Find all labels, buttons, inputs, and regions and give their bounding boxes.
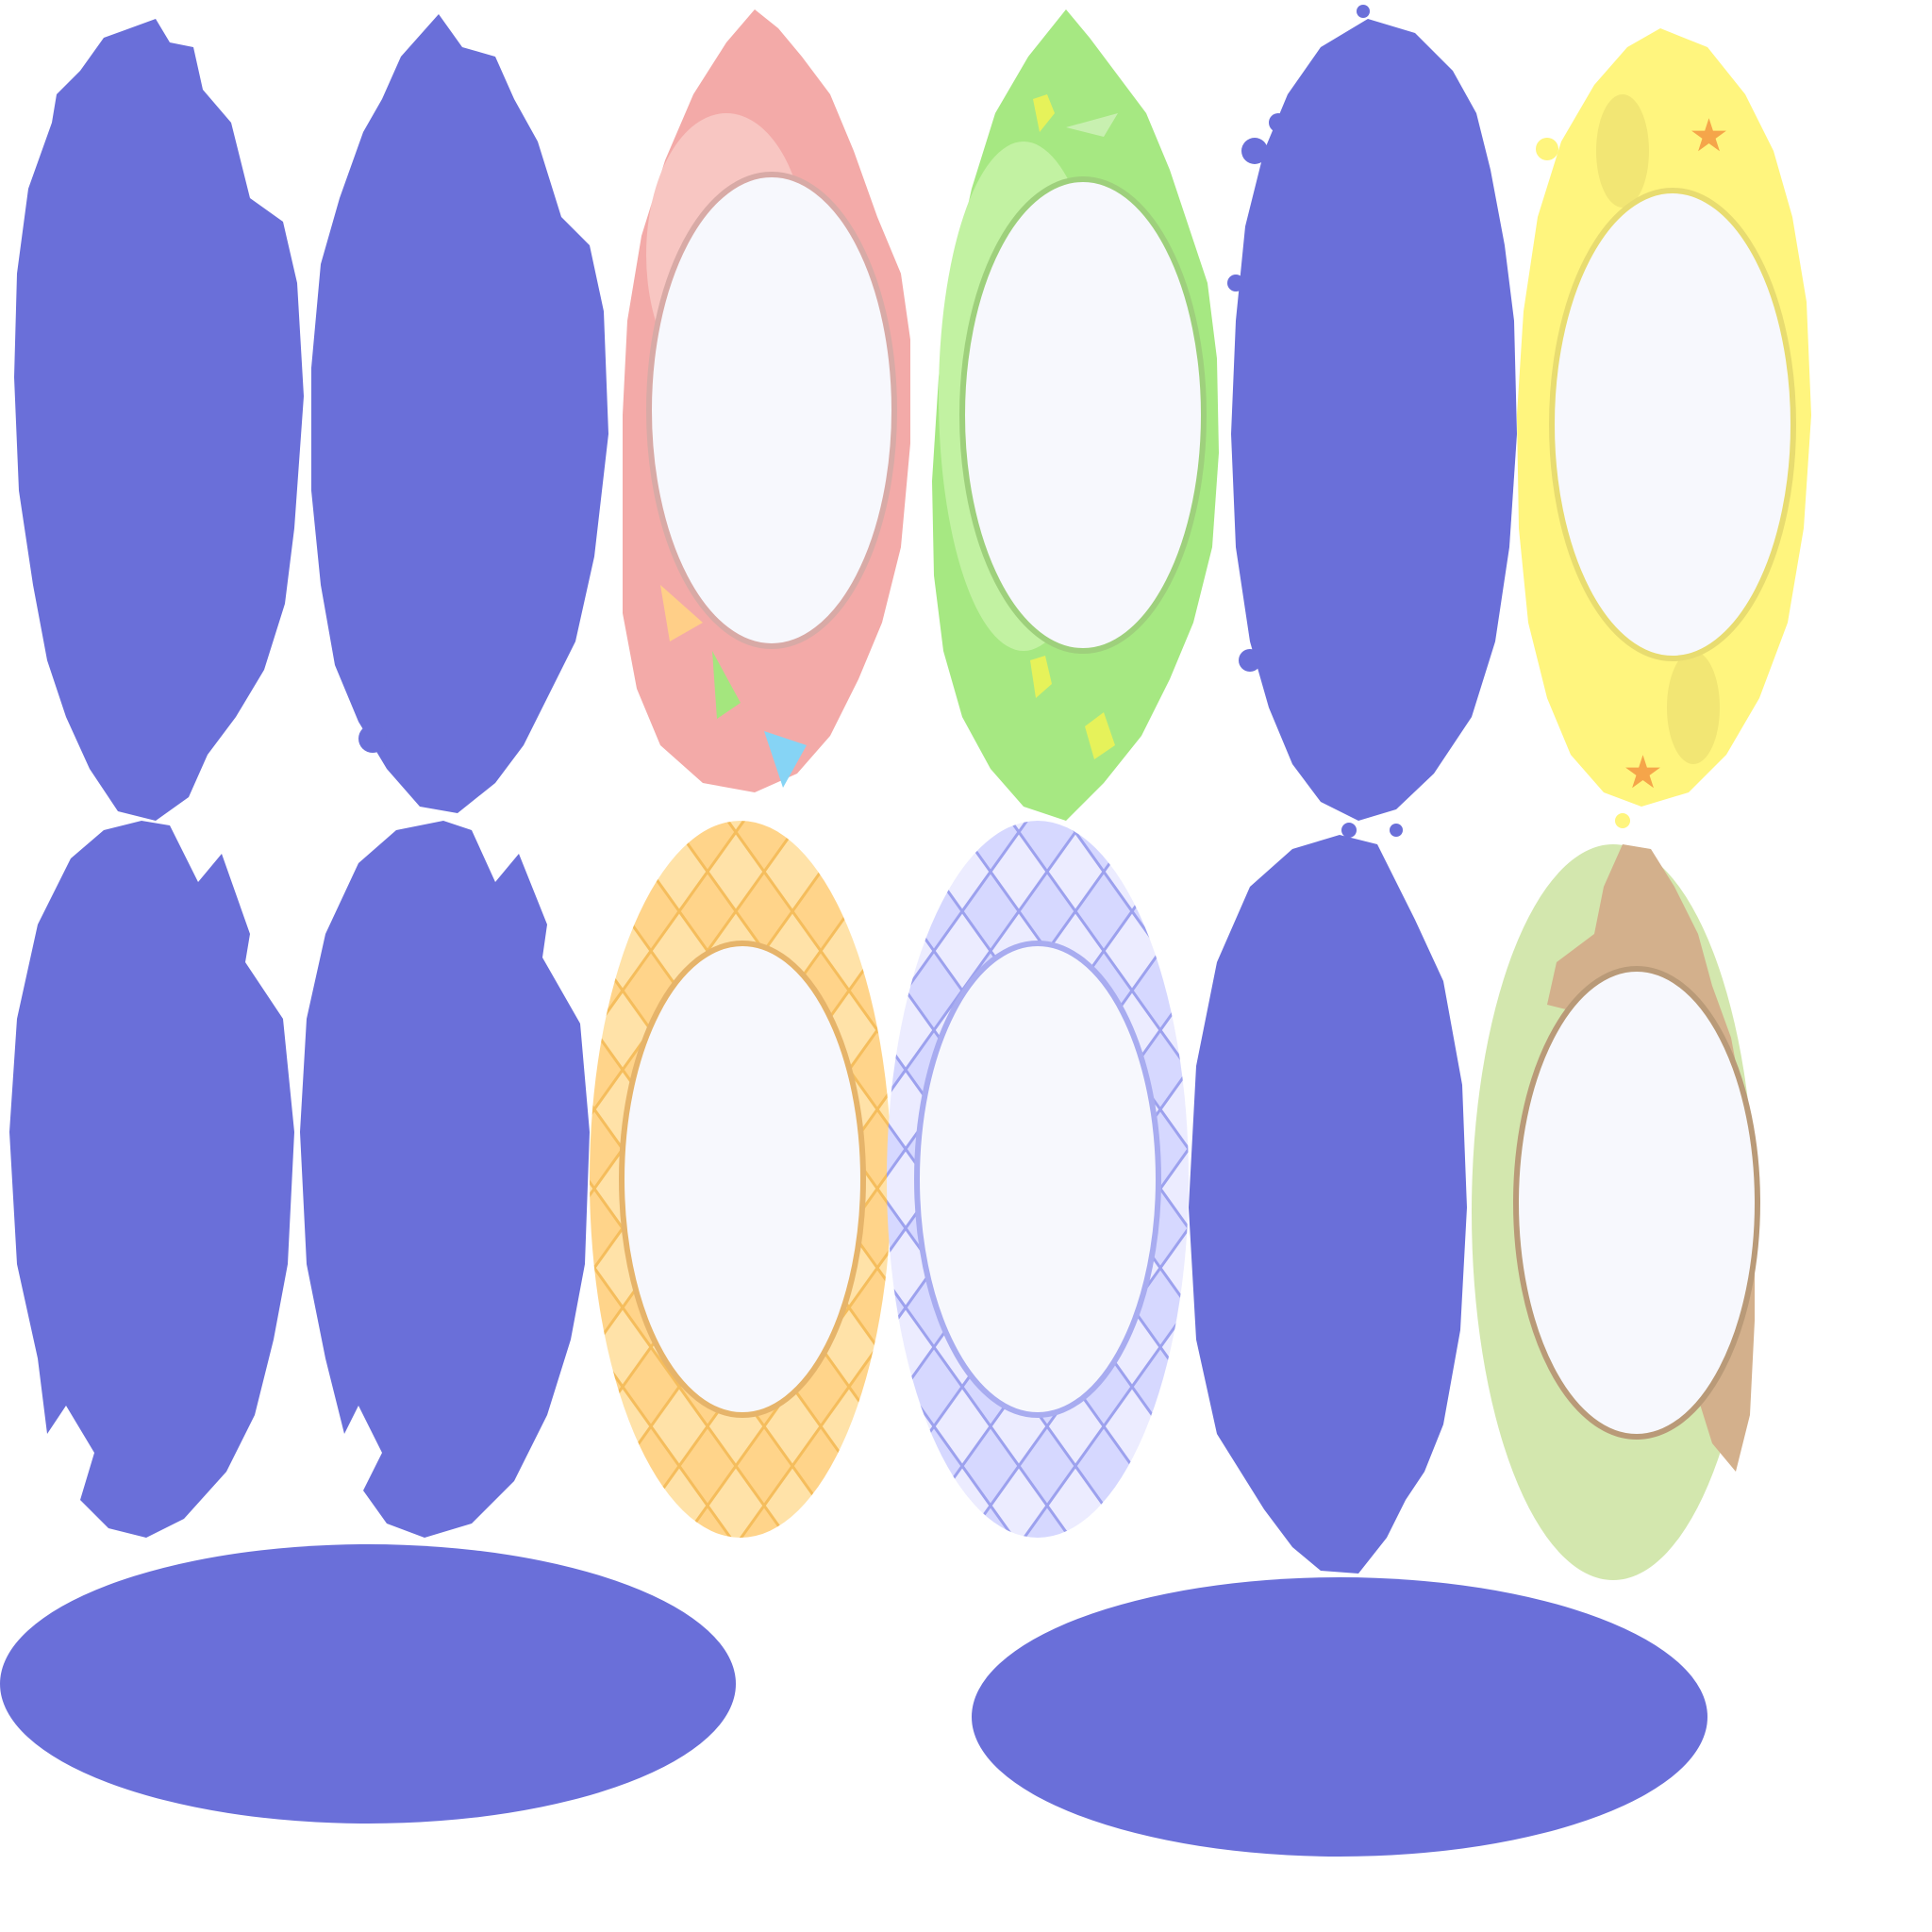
frame-lavender-diamond: [887, 821, 1189, 1538]
spiky-oval-mask-icon: [14, 19, 304, 821]
yellow-droplet: [1615, 813, 1630, 828]
mask-droplet: [1241, 138, 1268, 164]
smooth-oval-mask-icon: [1189, 835, 1467, 1574]
shadow-right: [972, 1577, 1707, 1857]
shadow-left: [0, 1544, 736, 1824]
frame-inner-window: [619, 941, 866, 1418]
notched-oval-mask-icon: [300, 821, 590, 1538]
frame-green-grass: [932, 9, 1219, 821]
bunting-flag-orange-icon: [660, 585, 703, 641]
frame-inner-window: [1549, 188, 1796, 661]
mask-droplet: [1239, 649, 1261, 672]
yellow-shade: [1596, 94, 1649, 208]
star-icon: ★: [1623, 746, 1663, 799]
mask-droplet: [1269, 113, 1288, 132]
frame-mask-spiky: [14, 19, 304, 821]
frame-inner-window: [914, 941, 1161, 1418]
yellow-droplet: [1548, 671, 1565, 688]
bunting-flag-blue-icon: [764, 731, 807, 788]
frame-earth-rock: [1472, 844, 1760, 1580]
frame-inner-window: [959, 176, 1207, 654]
bunting-flag-green-icon: [712, 651, 741, 719]
splash-oval-mask-icon: [1231, 19, 1517, 821]
frame-mask-spiky-alt: [311, 14, 608, 813]
mask-droplet: [358, 724, 387, 753]
pink-droplet: [669, 725, 693, 750]
mask-droplet: [1390, 824, 1403, 837]
grass-flower-icon: [1033, 94, 1055, 132]
frame-orange-diamond: [590, 821, 891, 1538]
grass-flower-icon: [1085, 712, 1115, 759]
frame-pink-bunting: [623, 9, 910, 792]
frame-mask-notched-alt: [300, 821, 590, 1538]
frame-inner-window: [1513, 966, 1760, 1440]
star-icon: ★: [1689, 109, 1729, 162]
notched-oval-mask-icon: [9, 821, 294, 1538]
frame-mask-smooth: [1189, 835, 1467, 1574]
mask-droplet: [1357, 5, 1370, 18]
frame-inner-window: [646, 172, 897, 649]
yellow-droplet: [1536, 138, 1558, 160]
frame-yellow-splash: ★ ★: [1517, 28, 1811, 828]
grass-tuft-icon: [1066, 113, 1118, 137]
mask-droplet: [1341, 823, 1357, 838]
frame-mask-splash: [1227, 5, 1517, 838]
grass-flower-icon: [1030, 656, 1052, 698]
spiky-oval-mask-icon: [311, 14, 608, 813]
green-droplet: [976, 725, 1001, 750]
yellow-shade: [1667, 651, 1720, 764]
mask-droplet: [1227, 275, 1244, 291]
frame-mask-notched: [9, 821, 294, 1538]
